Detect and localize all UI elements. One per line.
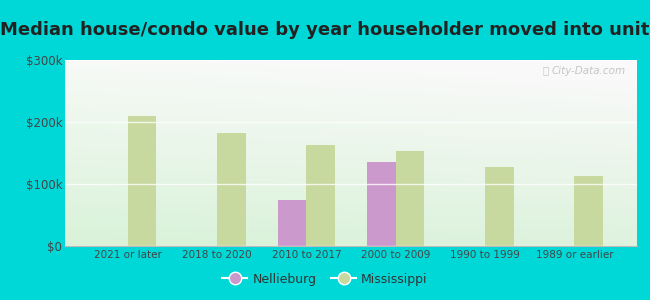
Legend: Nellieburg, Mississippi: Nellieburg, Mississippi bbox=[217, 268, 433, 291]
Bar bbox=[485, 167, 514, 246]
Bar bbox=[278, 200, 306, 246]
Bar bbox=[217, 133, 246, 246]
Bar bbox=[575, 176, 603, 246]
Bar bbox=[396, 151, 424, 246]
Text: ⓘ: ⓘ bbox=[542, 66, 549, 76]
Bar bbox=[306, 145, 335, 246]
Bar bbox=[127, 116, 156, 246]
Text: Median house/condo value by year householder moved into unit: Median house/condo value by year househo… bbox=[0, 21, 650, 39]
Bar bbox=[367, 162, 396, 246]
Text: City-Data.com: City-Data.com bbox=[551, 66, 625, 76]
